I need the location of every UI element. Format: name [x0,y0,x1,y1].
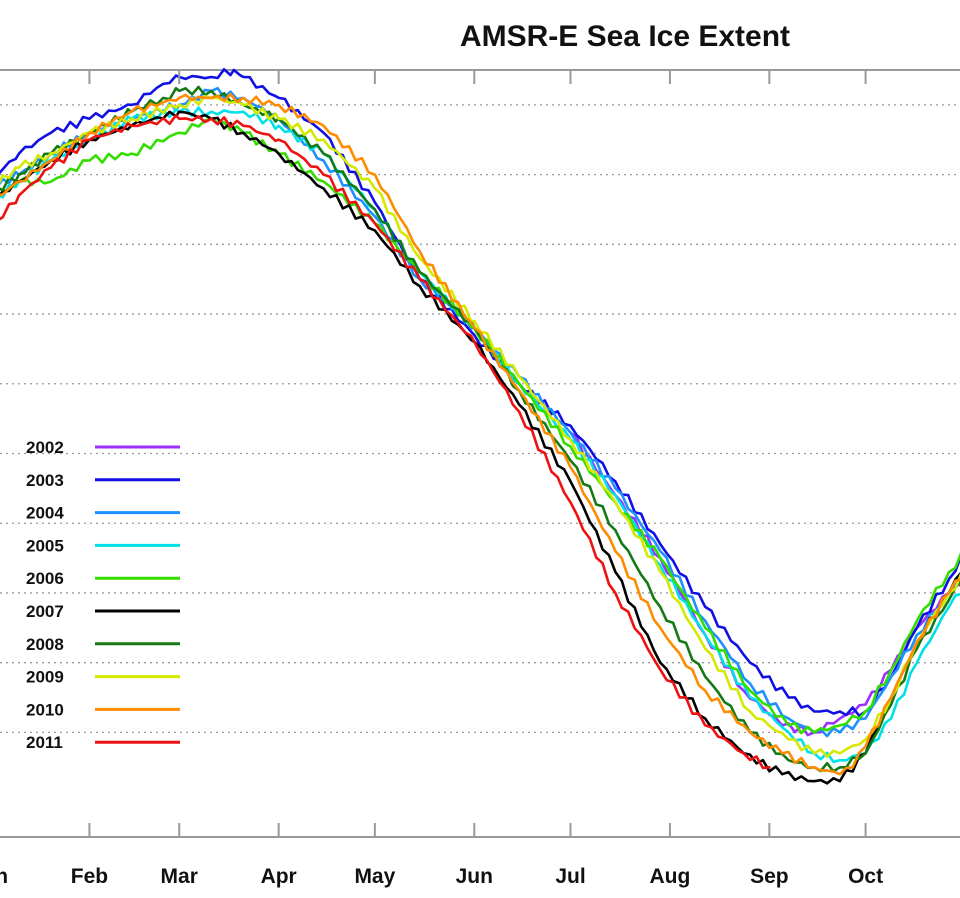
plot-frame [0,69,960,838]
x-tick-label-jan: Jan [0,865,8,888]
x-tick-label-apr: Apr [261,865,297,888]
x-tick-label-aug: Aug [650,865,691,888]
x-tick-label-jun: Jun [456,865,493,888]
legend-label-2009: 2009 [26,668,64,687]
x-tick-label-oct: Oct [848,865,883,888]
legend-label-2004: 2004 [26,504,64,523]
gridlines [0,104,960,734]
legend-label-2003: 2003 [26,471,64,490]
series-line-2006 [0,117,960,735]
chart-title: AMSR-E Sea Ice Extent [460,20,790,53]
x-axis-ticks: Jan Feb Mar Apr May Jun Jul Aug Sep Oct [0,70,883,888]
series-line-2010 [0,92,960,776]
legend-label-2008: 2008 [26,635,64,654]
x-tick-label-may: May [354,865,395,888]
x-tick-label-sep: Sep [750,865,789,888]
series-line-2002 [569,431,960,737]
series-line-2008 [0,85,960,773]
legend-label-2010: 2010 [26,700,64,719]
legend: 2002 2003 2004 2005 2006 2007 2008 2009 2010 2011 [26,438,180,752]
x-tick-label-mar: Mar [161,865,198,888]
legend-label-2007: 2007 [26,602,64,621]
series-line-2004 [0,86,960,738]
legend-label-2006: 2006 [26,569,64,588]
series-line-2003 [0,68,960,717]
legend-label-2002: 2002 [26,438,64,457]
x-tick-label-feb: Feb [71,865,108,888]
series-line-2009 [0,94,960,758]
x-tick-label-jul: Jul [555,865,585,888]
legend-label-2005: 2005 [26,536,64,555]
series-lines [0,68,960,785]
series-line-2005 [0,106,960,764]
series-line-2011 [0,114,771,770]
legend-label-2011: 2011 [26,733,63,752]
